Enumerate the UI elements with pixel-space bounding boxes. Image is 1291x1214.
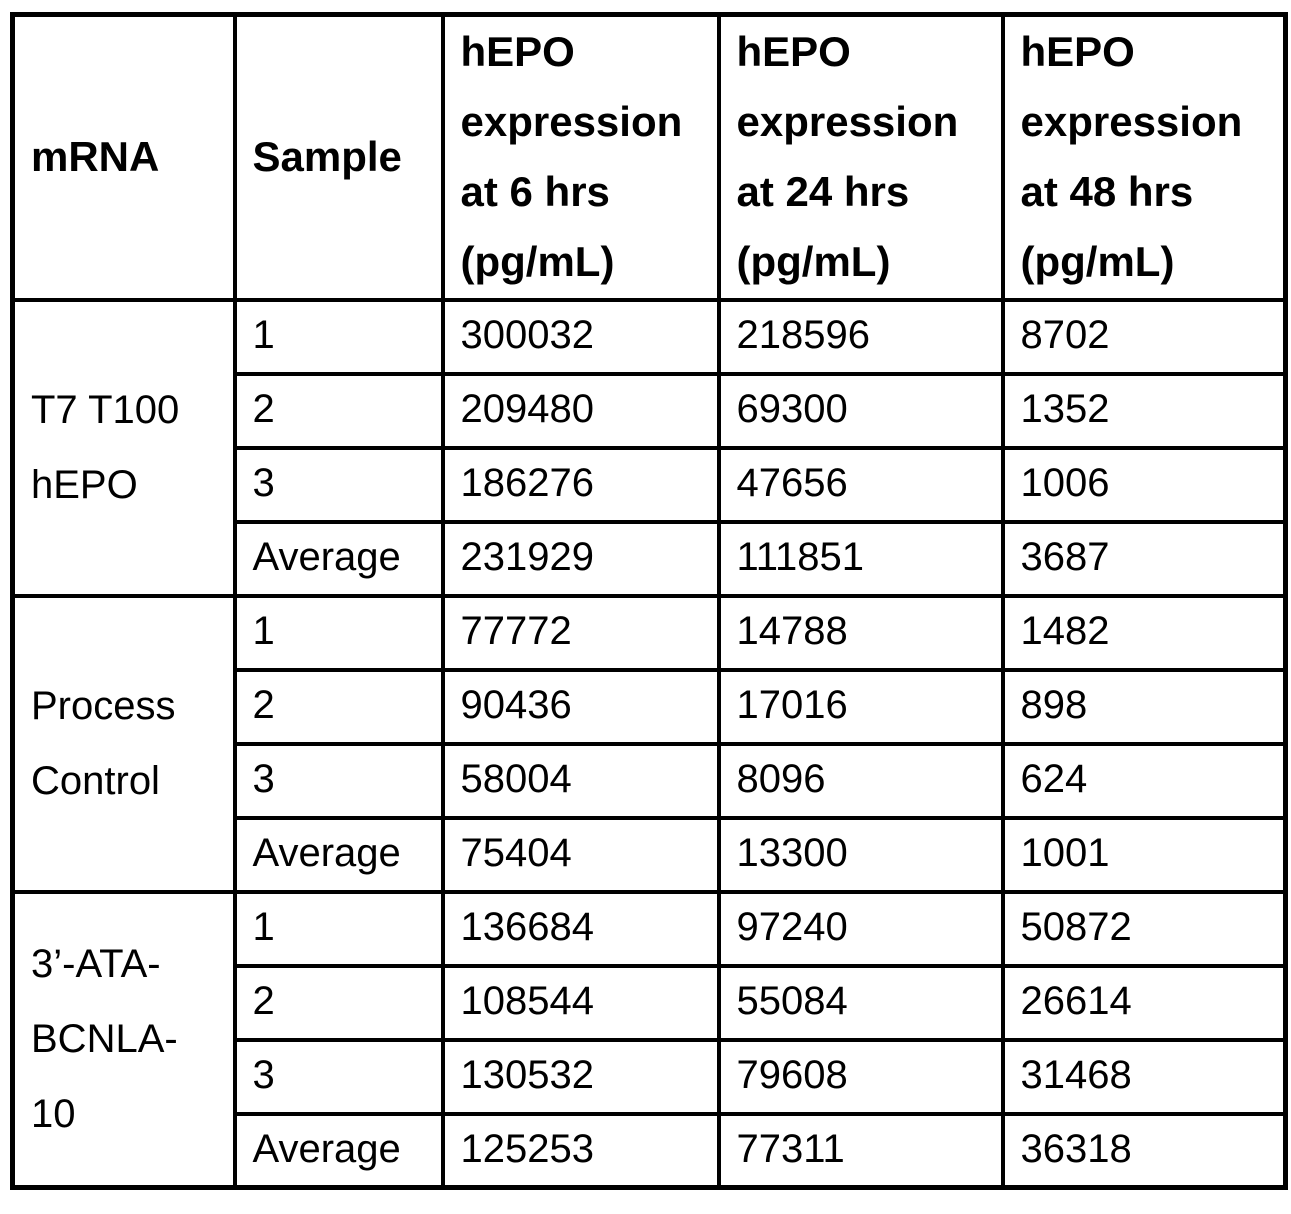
value-cell-6hrs: 125253 bbox=[440, 1111, 721, 1190]
sample-cell-average: Average bbox=[232, 519, 445, 598]
sample-cell: 2 bbox=[232, 667, 445, 746]
sample-cell: 1 bbox=[232, 297, 445, 376]
mrna-group-cell: Process Control bbox=[10, 593, 237, 894]
value-cell-24hrs: 8096 bbox=[716, 741, 1005, 820]
hepo-expression-table: mRNA Sample hEPO expression at 6 hrs (pg… bbox=[10, 12, 1288, 1190]
value-cell-48hrs: 26614 bbox=[1000, 963, 1288, 1042]
table-row: Process Control 1 77772 14788 1482 bbox=[10, 593, 1288, 894]
value-cell-24hrs: 77311 bbox=[716, 1111, 1005, 1190]
value-cell-48hrs: 3687 bbox=[1000, 519, 1288, 598]
value-cell-48hrs: 624 bbox=[1000, 741, 1288, 820]
value-cell-6hrs: 209480 bbox=[440, 371, 721, 450]
mrna-group-cell: 3’-ATA- BCNLA- 10 bbox=[10, 889, 237, 1190]
table-row: 3 58004 8096 624 bbox=[13, 741, 1288, 820]
value-cell-24hrs: 218596 bbox=[716, 297, 1005, 376]
table-row: Average 125253 77311 36318 bbox=[13, 1111, 1288, 1190]
sample-cell: 2 bbox=[232, 371, 445, 450]
value-cell-6hrs: 130532 bbox=[440, 1037, 721, 1116]
value-cell-6hrs: 108544 bbox=[440, 963, 721, 1042]
value-cell-48hrs: 1482 bbox=[1000, 593, 1288, 672]
value-cell-48hrs: 31468 bbox=[1000, 1037, 1288, 1116]
value-cell-24hrs: 79608 bbox=[716, 1037, 1005, 1116]
table-row: 2 108544 55084 26614 bbox=[13, 963, 1288, 1042]
header-row: mRNA Sample hEPO expression at 6 hrs (pg… bbox=[10, 12, 1288, 302]
value-cell-6hrs: 300032 bbox=[440, 297, 721, 376]
table-row: 2 209480 69300 1352 bbox=[13, 371, 1288, 450]
value-cell-24hrs: 69300 bbox=[716, 371, 1005, 450]
sample-cell-average: Average bbox=[232, 815, 445, 894]
mrna-group-cell: T7 T100 hEPO bbox=[10, 297, 237, 598]
value-cell-6hrs: 186276 bbox=[440, 445, 721, 524]
table-row: Average 231929 111851 3687 bbox=[13, 519, 1288, 598]
value-cell-24hrs: 97240 bbox=[716, 889, 1005, 968]
table-row: 3 130532 79608 31468 bbox=[13, 1037, 1288, 1116]
header-cell-mrna: mRNA bbox=[10, 12, 237, 302]
value-cell-24hrs: 13300 bbox=[716, 815, 1005, 894]
header-cell-expression-6hrs: hEPO expression at 6 hrs (pg/mL) bbox=[440, 12, 721, 302]
value-cell-24hrs: 111851 bbox=[716, 519, 1005, 598]
header-cell-expression-24hrs: hEPO expression at 24 hrs (pg/mL) bbox=[716, 12, 1005, 302]
table-row: Average 75404 13300 1001 bbox=[13, 815, 1288, 894]
sample-cell: 2 bbox=[232, 963, 445, 1042]
header-cell-sample: Sample bbox=[232, 12, 445, 302]
value-cell-6hrs: 75404 bbox=[440, 815, 721, 894]
value-cell-48hrs: 8702 bbox=[1000, 297, 1288, 376]
sample-cell: 3 bbox=[232, 445, 445, 524]
value-cell-48hrs: 898 bbox=[1000, 667, 1288, 746]
value-cell-24hrs: 17016 bbox=[716, 667, 1005, 746]
value-cell-6hrs: 231929 bbox=[440, 519, 721, 598]
value-cell-24hrs: 47656 bbox=[716, 445, 1005, 524]
table-row: 3 186276 47656 1006 bbox=[13, 445, 1288, 524]
header-cell-expression-48hrs: hEPO expression at 48 hrs (pg/mL) bbox=[1000, 12, 1288, 302]
value-cell-48hrs: 1352 bbox=[1000, 371, 1288, 450]
value-cell-6hrs: 58004 bbox=[440, 741, 721, 820]
sample-cell-average: Average bbox=[232, 1111, 445, 1190]
value-cell-48hrs: 1001 bbox=[1000, 815, 1288, 894]
value-cell-48hrs: 1006 bbox=[1000, 445, 1288, 524]
table-row: 2 90436 17016 898 bbox=[13, 667, 1288, 746]
sample-cell: 3 bbox=[232, 1037, 445, 1116]
value-cell-6hrs: 77772 bbox=[440, 593, 721, 672]
table-row: 3’-ATA- BCNLA- 10 1 136684 97240 50872 bbox=[10, 889, 1288, 1190]
table-row: T7 T100 hEPO 1 300032 218596 8702 bbox=[10, 297, 1288, 598]
value-cell-24hrs: 55084 bbox=[716, 963, 1005, 1042]
sample-cell: 3 bbox=[232, 741, 445, 820]
value-cell-24hrs: 14788 bbox=[716, 593, 1005, 672]
sample-cell: 1 bbox=[232, 889, 445, 968]
value-cell-6hrs: 136684 bbox=[440, 889, 721, 968]
sample-cell: 1 bbox=[232, 593, 445, 672]
value-cell-48hrs: 36318 bbox=[1000, 1111, 1288, 1190]
value-cell-48hrs: 50872 bbox=[1000, 889, 1288, 968]
value-cell-6hrs: 90436 bbox=[440, 667, 721, 746]
